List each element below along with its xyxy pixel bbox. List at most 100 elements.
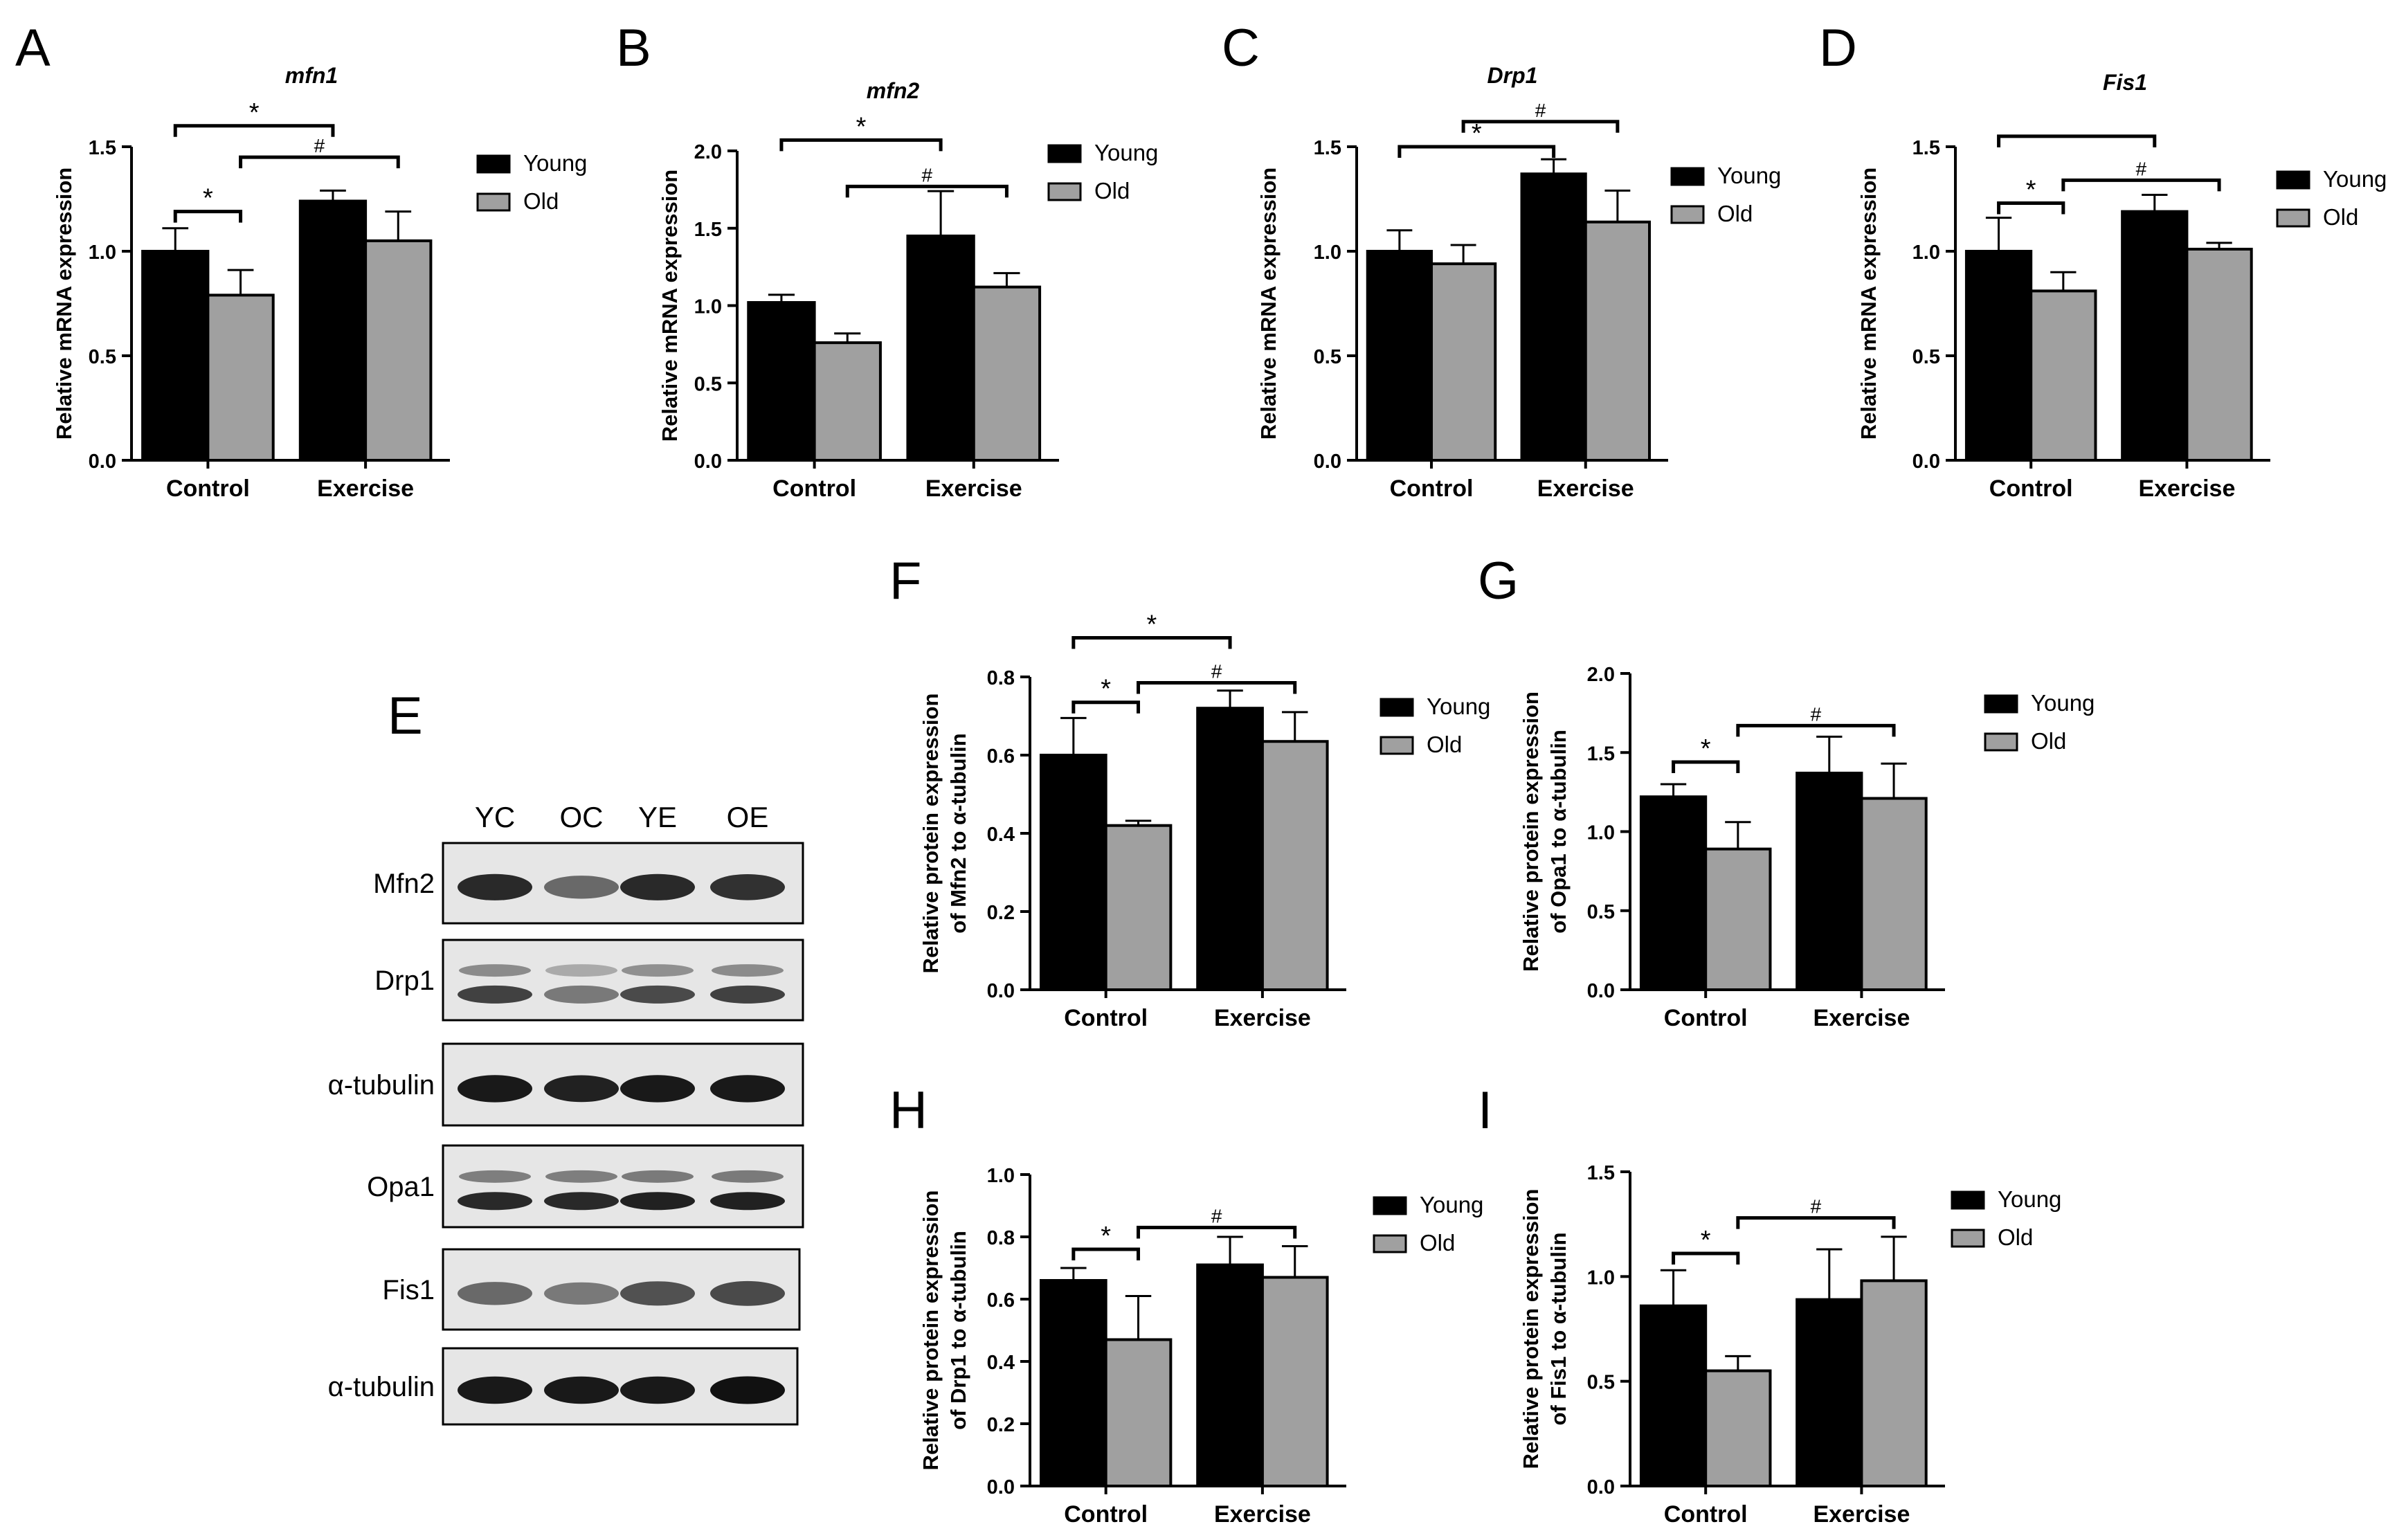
- western-blot-panel-e: E YC OC YE OE Mfn2 Drp1 α-tubulin Opa1 Fis1 α-tubu…: [328, 687, 804, 1426]
- bar-young-exercise: [298, 199, 368, 462]
- y-tick-label: 1.5: [694, 219, 722, 241]
- y-tick-label: 1.0: [1587, 822, 1615, 844]
- bar-young-control: [1639, 1304, 1708, 1487]
- bar-old-exercise: [1260, 740, 1329, 991]
- chart-title: mfn1: [285, 63, 338, 88]
- blot-band: [620, 1281, 695, 1306]
- bar-young-control: [1639, 795, 1708, 991]
- bar-young-exercise: [1520, 172, 1587, 462]
- significance-bracket: [1461, 120, 1620, 133]
- blot-band: [544, 876, 619, 899]
- x-tick-label: Control: [166, 475, 250, 502]
- y-tick-label: 0.0: [1587, 980, 1615, 1002]
- y-tick-label: 0.8: [987, 1227, 1015, 1249]
- panel-letter: F: [889, 552, 921, 610]
- x-tick-label: Exercise: [2138, 475, 2235, 502]
- x-tick-label: Exercise: [1813, 1005, 1910, 1031]
- y-tick-label: 1.5: [1912, 137, 1940, 159]
- y-tick-label: 0.5: [1587, 901, 1615, 923]
- significance-bracket: [1672, 760, 1740, 773]
- blot-band: [710, 874, 785, 900]
- blot-band: [458, 1075, 532, 1103]
- chart-title: mfn2: [867, 78, 920, 103]
- significance-symbol: *: [1701, 1226, 1711, 1255]
- panel-letter: C: [1222, 19, 1260, 78]
- blot-band: [544, 985, 619, 1004]
- blot-band: [710, 985, 785, 1004]
- significance-symbol: *: [249, 98, 260, 127]
- legend-label-young: Young: [523, 150, 587, 176]
- y-tick-label: 1.0: [694, 296, 722, 318]
- x-tick-label: Exercise: [1214, 1501, 1311, 1528]
- legend-label-young: Young: [1998, 1186, 2061, 1212]
- blot-band: [544, 1282, 619, 1305]
- bar-young-exercise: [1196, 1263, 1264, 1487]
- legend-swatch-young: [1670, 167, 1705, 186]
- significance-bracket: [1071, 700, 1141, 714]
- bar-old-control: [1704, 847, 1772, 992]
- legend-swatch-young: [2276, 170, 2310, 190]
- significance-bracket: [1736, 723, 1896, 737]
- significance-symbol: #: [922, 164, 933, 185]
- x-tick-label: Exercise: [1537, 475, 1634, 502]
- y-tick-label: 1.0: [987, 1165, 1015, 1187]
- blot-band: [620, 1075, 695, 1103]
- chart-panel-f: F 0.0 0.2 0.4 0.6 0.8 Control Exercise Relative …: [889, 552, 1490, 1031]
- y-tick-label: 1.0: [1314, 242, 1341, 264]
- blot-row-label: Mfn2: [373, 869, 435, 899]
- y-tick-label: 1.0: [1587, 1267, 1615, 1289]
- y-axis-label: of Fis1 to α-tubulin: [1546, 1232, 1571, 1425]
- blot-band: [544, 1075, 619, 1103]
- y-tick-label: 2.0: [1587, 664, 1615, 686]
- blot-band: [544, 1192, 619, 1211]
- y-tick-label: 0.0: [1587, 1476, 1615, 1498]
- bar-young-exercise: [2121, 210, 2189, 462]
- significance-bracket: [779, 138, 943, 152]
- panel-letter: H: [889, 1081, 928, 1140]
- bar-young-exercise: [1796, 771, 1863, 991]
- panel-letter: I: [1478, 1081, 1492, 1140]
- y-tick-label: 2.0: [694, 141, 722, 163]
- y-tick-label: 0.6: [987, 1289, 1015, 1312]
- blot-band: [622, 964, 694, 977]
- bar-young-exercise: [1196, 707, 1264, 991]
- significance-bracket: [1137, 1226, 1297, 1239]
- bar-old-control: [813, 341, 882, 462]
- blot-band: [458, 1192, 532, 1211]
- y-axis-label: Relative mRNA expression: [52, 167, 76, 440]
- x-tick-label: Control: [1664, 1005, 1748, 1031]
- bar-old-exercise: [2185, 247, 2253, 462]
- blot-row-label: Drp1: [374, 966, 435, 996]
- y-axis-label: Relative protein expression: [919, 694, 943, 974]
- y-tick-label: 1.5: [1314, 137, 1341, 159]
- chart-panel-i: I 0.0 0.5 1.0 1.5 Control Exercise Relative pro…: [1478, 1081, 2061, 1528]
- legend-label-old: Old: [2323, 204, 2358, 230]
- significance-symbol: *: [1101, 675, 1111, 704]
- bar-old-control: [206, 293, 275, 462]
- significance-symbol: *: [1701, 734, 1711, 763]
- bar-old-exercise: [364, 239, 433, 462]
- y-axis-label: Relative protein expression: [1519, 691, 1543, 972]
- blot-band: [710, 1075, 785, 1103]
- significance-bracket: [1997, 201, 2065, 215]
- y-tick-label: 0.5: [694, 373, 722, 395]
- y-axis-label: Relative mRNA expression: [658, 170, 682, 442]
- y-tick-label: 0.2: [987, 1414, 1015, 1436]
- significance-symbol: #: [1811, 703, 1822, 725]
- x-tick-label: Exercise: [1214, 1005, 1311, 1031]
- legend-label-young: Young: [1094, 140, 1158, 165]
- significance-symbol: #: [2136, 158, 2147, 179]
- lane-label: OC: [560, 801, 604, 833]
- lane-label: YE: [638, 801, 677, 833]
- legend-label-old: Old: [523, 188, 559, 214]
- blot-band: [620, 873, 695, 900]
- legend-swatch-young: [476, 154, 511, 174]
- bar-young-exercise: [906, 234, 975, 462]
- panel-letter: B: [616, 19, 651, 78]
- y-tick-label: 1.0: [89, 242, 116, 264]
- y-axis-label: of Opa1 to α-tubulin: [1546, 730, 1571, 934]
- legend-swatch-old: [1670, 205, 1705, 224]
- x-tick-label: Exercise: [1813, 1501, 1910, 1528]
